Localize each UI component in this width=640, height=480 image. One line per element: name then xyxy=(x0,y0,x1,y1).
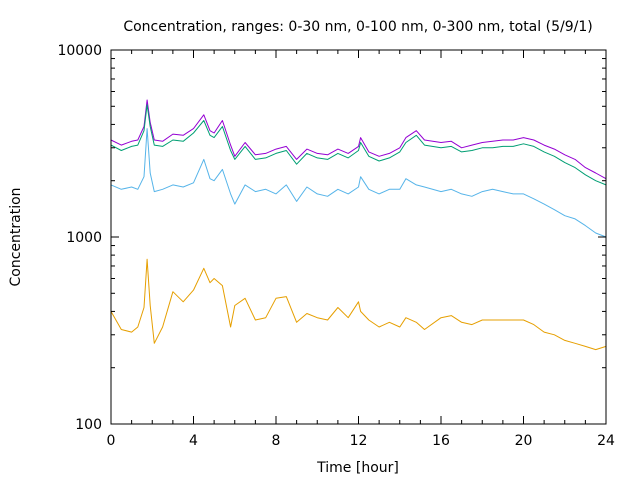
x-tick-label: 20 xyxy=(515,433,533,449)
x-tick-label: 4 xyxy=(189,433,198,449)
y-tick-label: 10000 xyxy=(57,43,102,59)
plot-frame xyxy=(110,49,607,425)
series-line-3 xyxy=(110,128,607,238)
axis-ticks: 0 4 8 12 16 20 24 100 1000 10000 xyxy=(57,43,615,449)
x-tick-label: 8 xyxy=(272,433,281,449)
x-tick-label: 16 xyxy=(432,433,450,449)
series-line-1 xyxy=(110,99,607,180)
series-line-4 xyxy=(110,258,607,351)
y-tick-label: 1000 xyxy=(66,230,102,246)
series-lines xyxy=(110,99,607,351)
x-tick-label: 24 xyxy=(597,433,615,449)
series-line-2 xyxy=(110,104,607,186)
x-tick-label: 12 xyxy=(350,433,368,449)
chart-title: Concentration, ranges: 0-30 nm, 0-100 nm… xyxy=(123,19,592,35)
x-axis-label: Time [hour] xyxy=(316,460,399,476)
y-axis-label: Concentration xyxy=(8,187,24,286)
x-tick-label: 0 xyxy=(107,433,116,449)
y-tick-label: 100 xyxy=(75,417,102,433)
